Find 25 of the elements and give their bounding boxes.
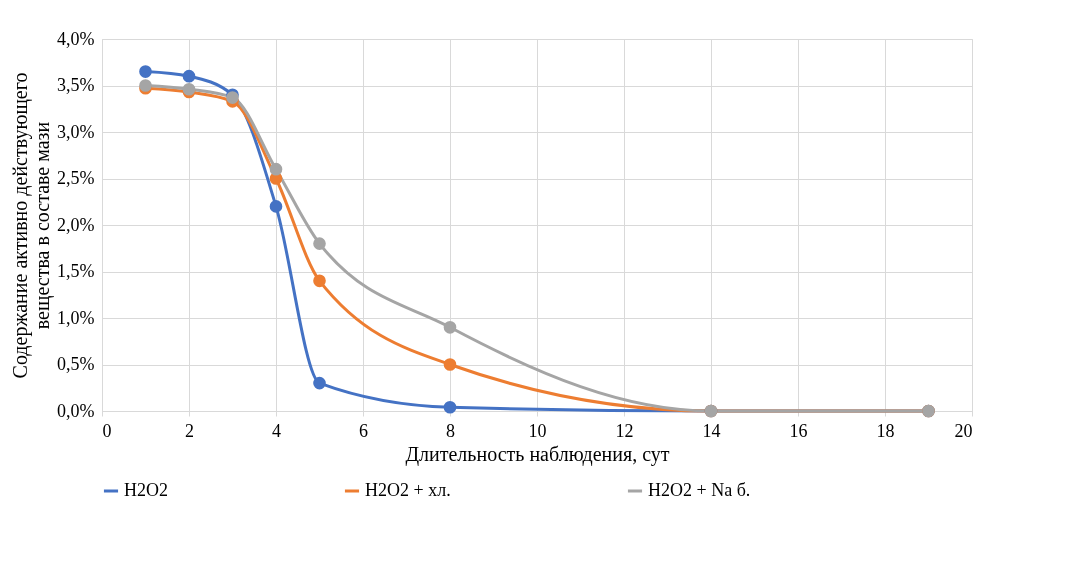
y-tick-label: 1,5% — [57, 261, 95, 281]
legend-label: H2O2 + Na б. — [648, 480, 751, 500]
y-axis-title: Содержание активно действующего вещества в составе мази — [9, 72, 55, 379]
y-tick-label: 2,5% — [57, 168, 95, 188]
y-tick-label: 4,0% — [57, 28, 95, 49]
x-tick-label: 6 — [359, 420, 368, 441]
y-tick-label: 3,0% — [57, 121, 95, 142]
x-tick-label: 18 — [876, 420, 895, 441]
legend-label: H2O2 + хл. — [365, 480, 451, 500]
x-tick-label: 12 — [615, 420, 634, 441]
x-tick-label: 4 — [272, 420, 281, 441]
y-tick-label: 2,0% — [57, 214, 95, 235]
x-tick-label: 0 — [102, 420, 112, 441]
y-tick-label: 0,0% — [57, 400, 95, 421]
x-tick-label: 16 — [789, 420, 808, 441]
x-tick-label: 8 — [446, 420, 455, 441]
x-tick-label: 10 — [528, 420, 547, 441]
legend-label: H2O2 — [124, 480, 168, 500]
x-axis-title: Длительность наблюдения, сут — [405, 442, 670, 466]
x-tick-label: 2 — [185, 420, 194, 441]
y-tick-label: 0,5% — [57, 354, 95, 374]
x-tick-label: 14 — [702, 420, 721, 441]
y-tick-label: 3,5% — [57, 75, 95, 95]
y-tick-label: 1,0% — [57, 307, 95, 328]
x-tick-label: 20 — [954, 420, 973, 441]
